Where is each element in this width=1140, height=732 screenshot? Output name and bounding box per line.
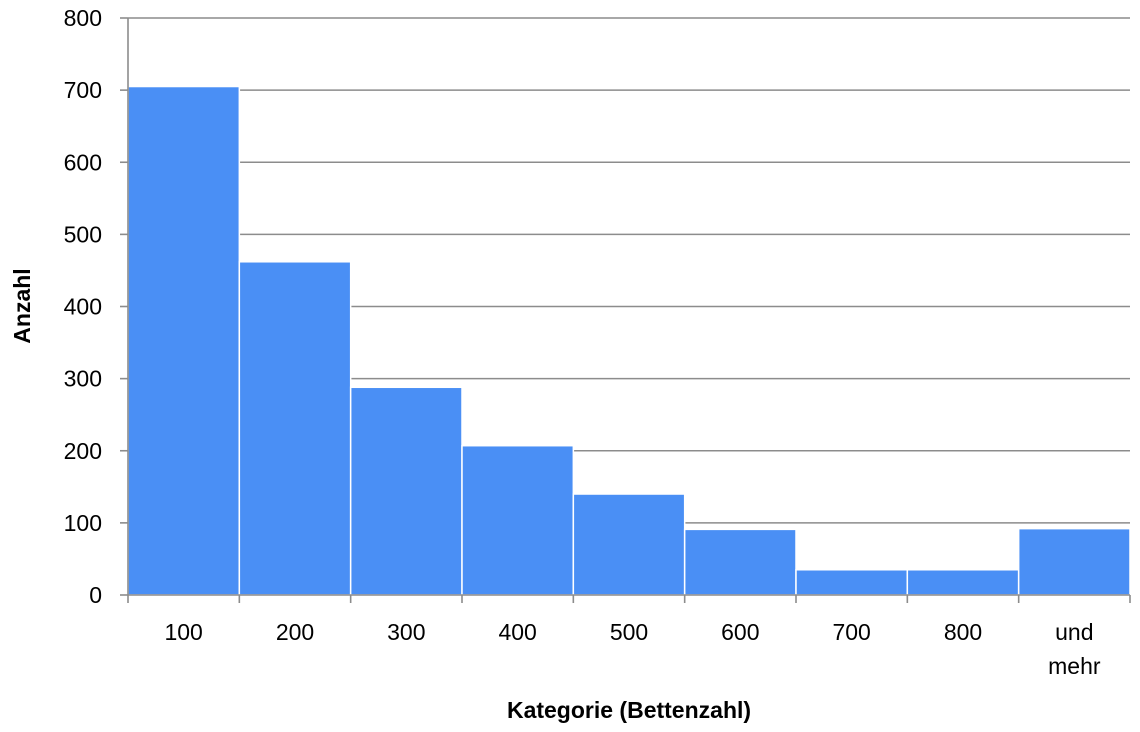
- bar-7: [906, 569, 1020, 596]
- bar-1: [238, 261, 352, 596]
- bar-2: [349, 386, 463, 596]
- bar-5: [683, 528, 797, 596]
- bar-0: [127, 85, 241, 596]
- axes: [120, 17, 1131, 603]
- x-tick-label-1: 200: [276, 619, 314, 645]
- y-axis-title: Anzahl: [9, 268, 35, 343]
- x-tick-label-7: 800: [944, 619, 982, 645]
- y-tick-label-500: 500: [64, 221, 102, 247]
- bars: [127, 85, 1131, 596]
- x-tick-label-8: und mehr: [1048, 619, 1101, 679]
- bar-8: [1017, 527, 1131, 596]
- x-tick-label-6: 700: [832, 619, 870, 645]
- y-tick-label-100: 100: [64, 510, 102, 536]
- x-tick-label-3: 400: [498, 619, 536, 645]
- y-tick-label-200: 200: [64, 438, 102, 464]
- x-tick-labels: 100 200 300 400 500 600 700 800 und mehr: [164, 619, 1100, 679]
- x-axis-title: Kategorie (Bettenzahl): [507, 697, 751, 723]
- y-tick-labels: 0 100 200 300 400 500 600 700 800: [64, 5, 102, 608]
- x-tick-label-5: 600: [721, 619, 759, 645]
- y-tick-label-700: 700: [64, 77, 102, 103]
- bar-3: [461, 444, 575, 596]
- x-tick-label-4: 500: [610, 619, 648, 645]
- bar-6: [795, 569, 909, 596]
- y-tick-label-600: 600: [64, 149, 102, 175]
- y-tick-label-300: 300: [64, 366, 102, 392]
- x-tick-label-2: 300: [387, 619, 425, 645]
- y-tick-label-0: 0: [89, 582, 102, 608]
- bar-4: [572, 493, 686, 596]
- y-tick-label-400: 400: [64, 294, 102, 320]
- y-tick-label-800: 800: [64, 5, 102, 31]
- x-tick-label-0: 100: [164, 619, 202, 645]
